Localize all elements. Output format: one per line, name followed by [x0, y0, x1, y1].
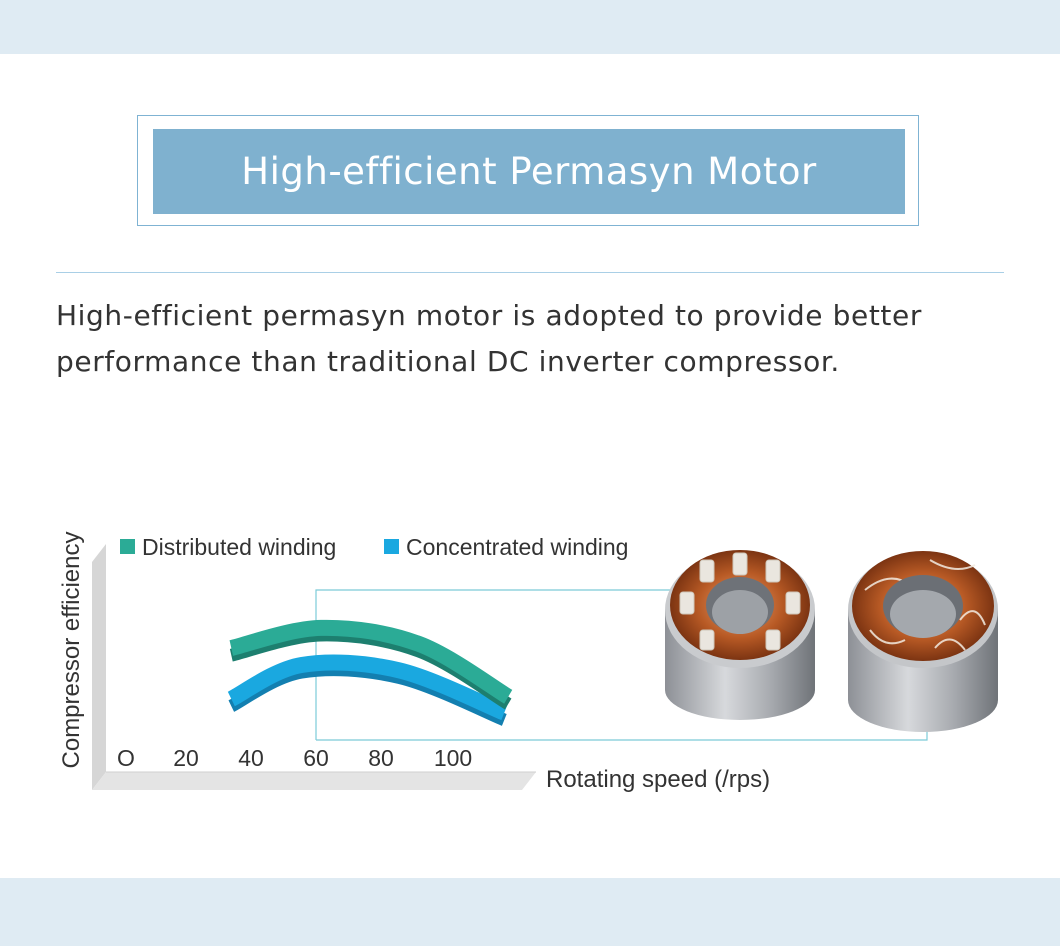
series-distributed-ribbon	[229, 619, 513, 710]
concentrated-winding-stator-image	[848, 551, 998, 732]
distributed-winding-stator-image	[665, 550, 815, 720]
series-line	[227, 654, 508, 721]
page-title: High-efficient Permasyn Motor	[241, 150, 817, 193]
x-tick-label: O	[117, 745, 135, 771]
top-band	[0, 0, 1060, 54]
y-axis-wall	[92, 544, 106, 790]
bottom-band	[0, 878, 1060, 946]
legend-label-concentrated: Concentrated winding	[406, 534, 628, 560]
x-tick-label: 60	[303, 745, 329, 771]
description: High-efficient permasyn motor is adopted…	[56, 293, 1016, 385]
x-axis-wall	[92, 772, 536, 790]
description-line-2: performance than traditional DC inverter…	[56, 345, 840, 378]
y-axis-label: Compressor efficiency	[58, 532, 85, 769]
x-tick-label: 100	[434, 745, 472, 771]
title-banner: High-efficient Permasyn Motor	[153, 129, 905, 214]
axis-walls	[92, 544, 536, 790]
x-axis-label: Rotating speed (/rps)	[546, 766, 770, 793]
legend-label-distributed: Distributed winding	[142, 534, 336, 560]
series-line	[229, 619, 513, 704]
x-tick-label: 40	[238, 745, 264, 771]
series-concentrated-ribbon	[227, 654, 508, 726]
description-line-1: High-efficient permasyn motor is adopted…	[56, 299, 922, 332]
title-frame	[137, 115, 919, 226]
legend-swatch-concentrated	[384, 539, 399, 554]
legend-swatch-distributed	[120, 539, 135, 554]
divider	[56, 272, 1004, 273]
x-tick-label: 20	[173, 745, 199, 771]
x-tick-label: 80	[368, 745, 394, 771]
